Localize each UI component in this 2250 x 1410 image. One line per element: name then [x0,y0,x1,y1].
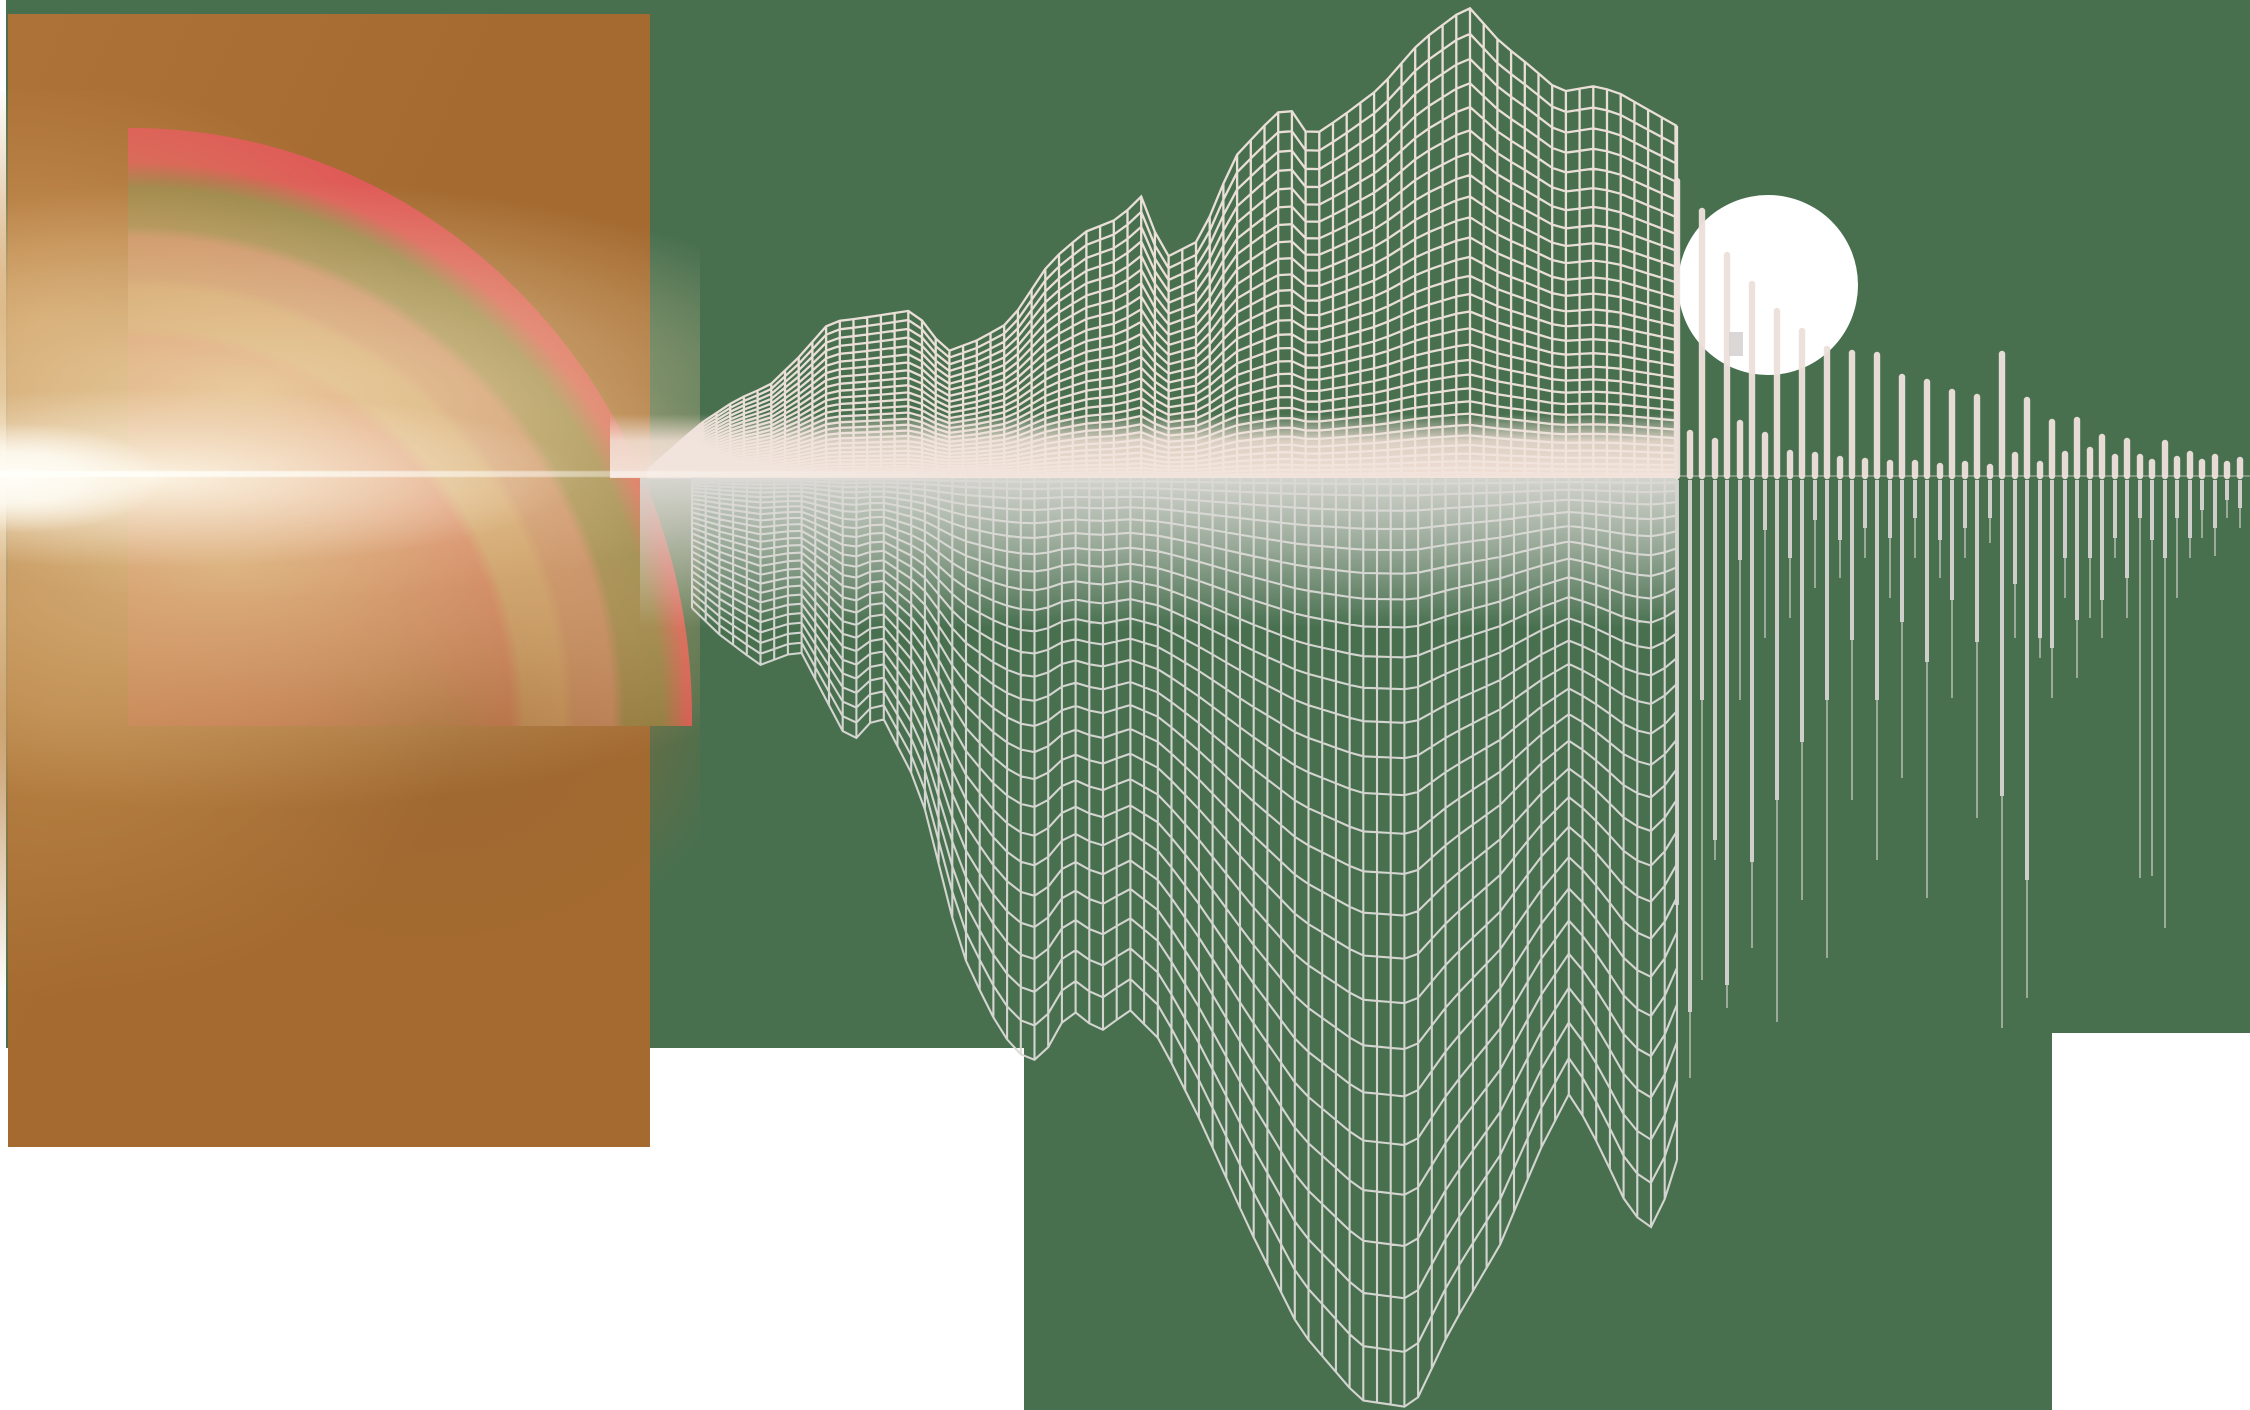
flame-gradient [0,90,700,1150]
reflection-haze [640,478,1677,628]
horizon-glow-line [0,471,980,477]
moon-disc [1678,195,1858,375]
